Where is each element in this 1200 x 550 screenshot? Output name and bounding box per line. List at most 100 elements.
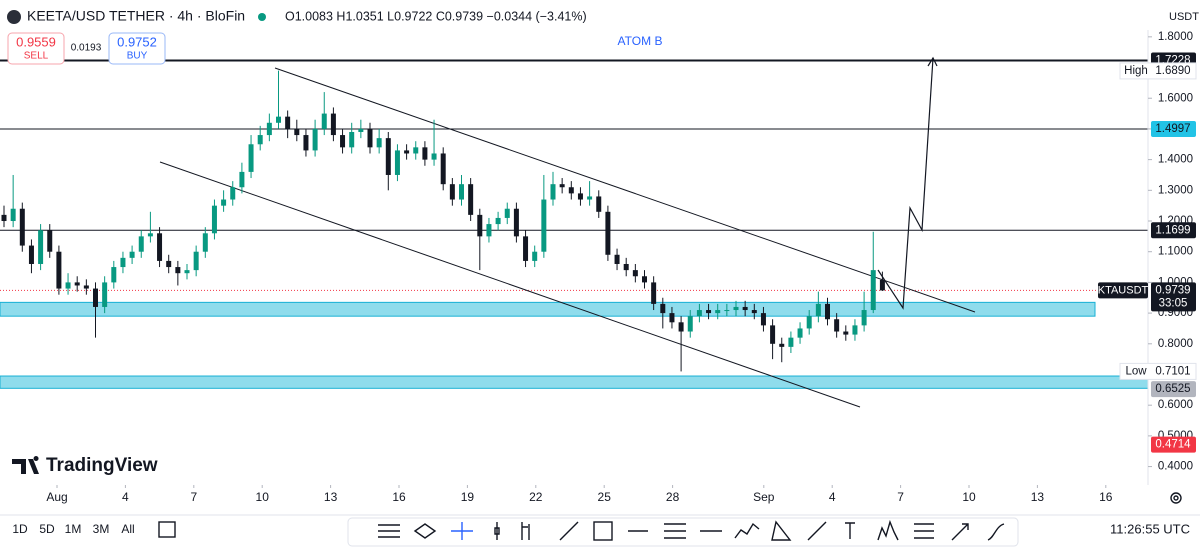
candle-body <box>760 313 766 326</box>
candle-body <box>358 128 364 132</box>
tool-icon[interactable] <box>378 524 400 538</box>
candle-body <box>385 138 391 175</box>
tool-icon[interactable] <box>845 522 855 539</box>
candle-body <box>751 310 757 314</box>
candle-body <box>651 282 657 304</box>
level-tag-label: 0.4714 <box>1155 439 1191 451</box>
candle-body <box>138 236 144 252</box>
candle-body <box>559 184 565 188</box>
tool-icon[interactable] <box>593 521 613 541</box>
range-button[interactable]: 5D <box>39 522 55 536</box>
price-tag-label: 1.1699 <box>1155 224 1190 236</box>
tool-icon[interactable] <box>771 520 792 541</box>
y-tick-label: 1.4000 <box>1158 154 1193 166</box>
candle-body <box>147 233 153 237</box>
candle-body <box>422 147 428 160</box>
candle-body <box>330 113 336 136</box>
candle-body <box>706 310 712 314</box>
tool-icon[interactable] <box>559 521 579 541</box>
candle-body <box>587 196 593 200</box>
high-tag-bg <box>1119 62 1197 80</box>
buy-price: 0.9752 <box>117 34 157 49</box>
x-tick-label: 19 <box>461 490 475 504</box>
x-tick-label: 13 <box>324 490 338 504</box>
level-tag-label: 0.6525 <box>1155 383 1190 395</box>
candle-body <box>10 208 16 222</box>
tool-icon[interactable] <box>494 522 500 540</box>
settings-icon[interactable] <box>1170 492 1182 504</box>
candle-body <box>211 205 217 234</box>
candle-body <box>879 279 885 291</box>
candle-body <box>230 187 236 200</box>
candle-body <box>157 233 163 261</box>
high-tag-name: High <box>1124 65 1148 77</box>
candle-body <box>83 285 89 289</box>
tool-icon[interactable] <box>451 522 473 540</box>
y-tick-label: 1.6000 <box>1158 92 1193 104</box>
candle-body <box>221 199 227 206</box>
tool-icon[interactable] <box>664 523 686 539</box>
tool-icon[interactable] <box>413 523 437 539</box>
y-tick-label: 1.1000 <box>1158 246 1193 258</box>
ohlc-legend: O1.0083 H1.0351 L0.9722 C0.9739 −0.0344 … <box>285 9 587 23</box>
buy-label: BUY <box>127 51 148 62</box>
y-tick-label: 1.8000 <box>1158 31 1193 43</box>
candle-body <box>577 193 583 200</box>
candle-body <box>852 325 858 335</box>
candle-body <box>660 303 666 314</box>
candle-body <box>696 310 702 317</box>
y-tick-label: 1.3000 <box>1158 184 1193 196</box>
symbol-title[interactable]: KEETA/USD TETHER · 4h · BloFin <box>27 8 245 24</box>
sell-label: SELL <box>24 51 49 62</box>
tool-icon[interactable] <box>877 519 899 541</box>
candle-body <box>870 270 876 311</box>
low-tag-value: 0.7101 <box>1155 365 1190 377</box>
candle-body <box>614 254 620 264</box>
candle-body <box>175 267 181 274</box>
candle-body <box>742 306 748 311</box>
sell-button[interactable] <box>7 32 65 65</box>
x-tick-label: 7 <box>190 490 197 504</box>
sell-price: 0.9559 <box>16 34 56 49</box>
candle-body <box>861 310 867 326</box>
x-tick-label: 13 <box>1031 490 1045 504</box>
candle-body <box>715 310 721 314</box>
tool-icon[interactable] <box>987 523 1005 541</box>
candle-body <box>806 316 812 329</box>
last-price-label: 0.9739 <box>1155 284 1190 296</box>
price-tag <box>1151 222 1196 239</box>
currency[interactable]: USDT <box>1169 11 1199 23</box>
symbol-tag-label: KTAUSDT <box>1098 284 1149 296</box>
tool-icon[interactable] <box>951 523 969 541</box>
candle-body <box>193 251 199 271</box>
candle-body <box>74 282 80 286</box>
range-button[interactable]: All <box>121 522 134 536</box>
candle-body <box>632 270 638 277</box>
tool-icon[interactable] <box>734 522 760 539</box>
candle-body <box>459 184 464 200</box>
level-tag <box>1151 436 1196 453</box>
symbol-logo[interactable] <box>7 10 21 24</box>
range-button[interactable]: 3M <box>93 522 110 536</box>
date-range-icon[interactable] <box>158 521 176 538</box>
candle-body <box>642 276 647 283</box>
candle-body <box>248 144 254 172</box>
candle-body <box>770 325 776 344</box>
candle-body <box>678 322 684 332</box>
chart-annotation: ATOM B <box>618 34 663 48</box>
tool-icon[interactable] <box>914 523 934 539</box>
x-tick-label: 7 <box>897 490 904 504</box>
range-button[interactable]: 1D <box>12 522 28 536</box>
settings-icon-inner <box>1173 495 1179 501</box>
candle-body <box>120 257 126 268</box>
candle-body <box>276 116 281 123</box>
x-tick-label: 16 <box>392 490 406 504</box>
range-button[interactable]: 1M <box>65 522 82 536</box>
candle-body <box>449 184 455 200</box>
tool-icon[interactable] <box>807 521 827 541</box>
tool-icon[interactable] <box>521 522 530 540</box>
channel-upper <box>274 67 976 313</box>
buy-button[interactable] <box>108 32 166 65</box>
